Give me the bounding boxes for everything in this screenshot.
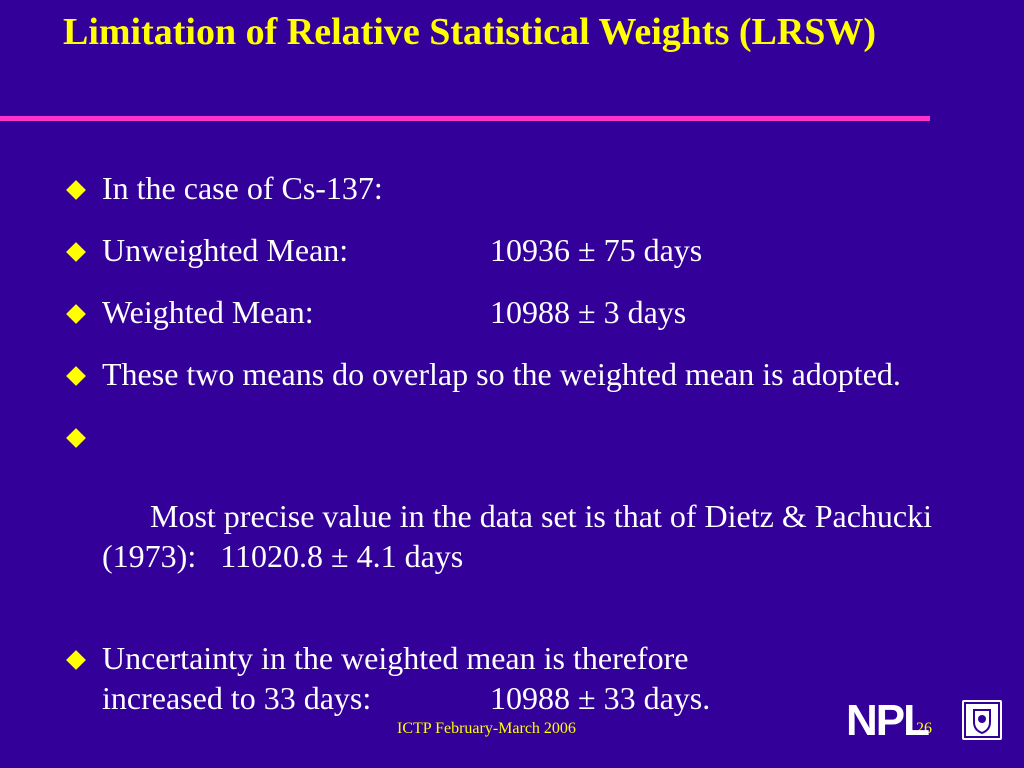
bullet-text: In the case of Cs-137: xyxy=(102,170,383,206)
diamond-bullet-icon xyxy=(66,366,86,386)
diamond-bullet-icon xyxy=(66,650,86,670)
bullet-text: Most precise value in the data set is th… xyxy=(102,498,940,574)
bullet-value: 10988 ± 33 days. xyxy=(490,680,711,716)
crest-icon xyxy=(962,700,1002,740)
bullet-label: Unweighted Mean: xyxy=(102,232,349,268)
diamond-bullet-icon xyxy=(66,304,86,324)
bullet-item: These two means do overlap so the weight… xyxy=(65,354,965,394)
bullet-item: Uncertainty in the weighted mean is ther… xyxy=(65,638,965,718)
bullet-item: Most precise value in the data set is th… xyxy=(65,416,965,616)
footer-text: ICTP February-March 2006 xyxy=(397,720,576,737)
bullet-value: 10936 ± 75 days xyxy=(490,232,703,268)
bullet-label: Weighted Mean: xyxy=(102,294,314,330)
npl-logo: NPL xyxy=(846,696,930,745)
diamond-bullet-icon xyxy=(66,428,86,448)
bullet-item: Unweighted Mean: 10936 ± 75 days xyxy=(65,230,965,270)
title-divider xyxy=(0,116,930,121)
diamond-bullet-icon xyxy=(66,242,86,262)
page-number: 26 xyxy=(916,720,932,737)
bullet-text: These two means do overlap so the weight… xyxy=(102,356,901,392)
bullet-list: In the case of Cs-137: Unweighted Mean: 1… xyxy=(65,168,965,740)
bullet-label: increased to 33 days: xyxy=(102,680,372,716)
bullet-item: In the case of Cs-137: xyxy=(65,168,965,208)
diamond-bullet-icon xyxy=(66,180,86,200)
bullet-text: Uncertainty in the weighted mean is ther… xyxy=(102,640,689,676)
bullet-item: Weighted Mean: 10988 ± 3 days xyxy=(65,292,965,332)
slide-title: Limitation of Relative Statistical Weigh… xyxy=(63,11,877,53)
bullet-value: 10988 ± 3 days xyxy=(490,294,687,330)
